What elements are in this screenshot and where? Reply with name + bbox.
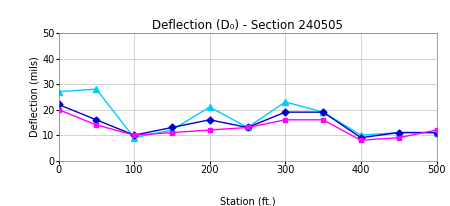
8/25/1992 (131, 134, 137, 136)
4/7/2009 (169, 131, 175, 134)
8/25/1992 (434, 131, 439, 134)
2/20/1992 (434, 131, 439, 134)
2/20/1992 (358, 134, 364, 136)
Line: 2/20/1992: 2/20/1992 (56, 86, 439, 140)
4/7/2009 (56, 108, 61, 111)
8/25/1992 (358, 136, 364, 139)
4/7/2009 (207, 129, 212, 131)
8/25/1992 (245, 126, 250, 129)
4/7/2009 (396, 136, 401, 139)
8/25/1992 (207, 119, 212, 121)
4/7/2009 (94, 124, 99, 126)
2/20/1992 (56, 90, 61, 93)
4/7/2009 (358, 139, 364, 142)
2/20/1992 (396, 131, 401, 134)
8/25/1992 (56, 103, 61, 106)
8/25/1992 (320, 111, 326, 113)
8/25/1992 (283, 111, 288, 113)
4/7/2009 (245, 126, 250, 129)
8/25/1992 (94, 119, 99, 121)
Line: 4/7/2009: 4/7/2009 (56, 107, 439, 143)
2/20/1992 (245, 126, 250, 129)
4/7/2009 (434, 129, 439, 131)
4/7/2009 (283, 119, 288, 121)
2/20/1992 (169, 129, 175, 131)
4/7/2009 (131, 134, 137, 136)
Y-axis label: Deflection (mils): Deflection (mils) (29, 56, 39, 137)
2/20/1992 (94, 88, 99, 90)
2/20/1992 (131, 136, 137, 139)
8/25/1992 (396, 131, 401, 134)
Title: Deflection (D₀) - Section 240505: Deflection (D₀) - Section 240505 (152, 19, 343, 32)
2/20/1992 (283, 101, 288, 103)
4/7/2009 (320, 119, 326, 121)
2/20/1992 (207, 106, 212, 108)
2/20/1992 (320, 111, 326, 113)
Text: Station (ft.): Station (ft.) (220, 197, 275, 206)
Line: 8/25/1992: 8/25/1992 (56, 102, 439, 140)
8/25/1992 (169, 126, 175, 129)
